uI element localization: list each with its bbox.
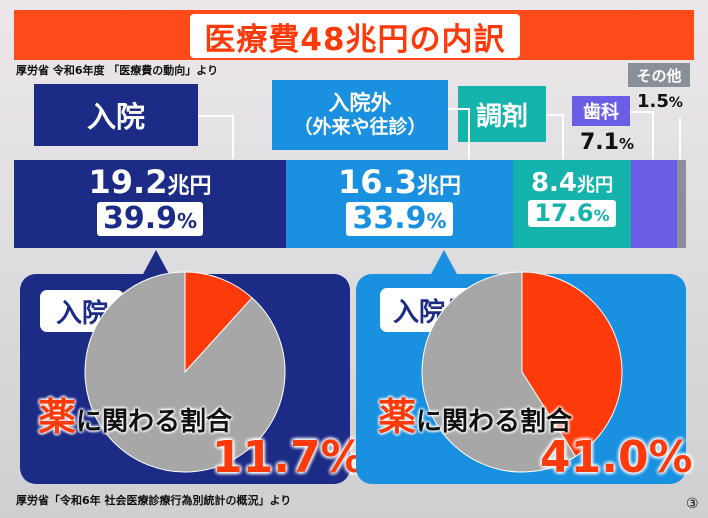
pie-slice-medicine: [521, 271, 623, 458]
label-inpatient: 入院: [34, 84, 198, 146]
connector-pharmacy: [546, 114, 564, 116]
stacked-bar: 19.2兆円 39.9% 16.3兆円 33.9% 8.4兆円 17.6%: [14, 160, 686, 248]
pie-caption-outpatient: 薬に関わる割合: [378, 395, 573, 439]
source-note-bottom: 厚労省「令和6年 社会医療診療行為別統計の概況」より: [16, 494, 292, 507]
pie-slice-rest: [84, 271, 286, 473]
pie-caption-inpatient: 薬に関わる割合: [38, 395, 233, 439]
connector-pharmacy-v: [562, 114, 564, 159]
connector-outpatient: [448, 108, 470, 110]
bar-segment-outpatient: 16.3兆円 33.9%: [286, 160, 513, 248]
connector-other: [679, 118, 681, 159]
pie-value-outpatient: 41.0%: [540, 432, 693, 483]
pointer-outpatient: [430, 250, 458, 276]
connector-dental-v: [652, 111, 654, 159]
bar-segment-dental: [631, 160, 677, 248]
label-other: その他: [628, 63, 690, 87]
label-pharmacy: 調剤: [458, 86, 546, 142]
source-note-top: 厚労省 令和6年度 「医療費の動向」より: [16, 64, 219, 77]
pointer-inpatient: [142, 250, 170, 276]
dental-percent: 7.1%: [580, 130, 635, 155]
pie-slice-rest: [421, 271, 577, 473]
connector-outpatient-v: [468, 108, 470, 159]
bar-segment-other: [677, 160, 686, 248]
label-outpatient-line2: （外来や往診）: [293, 116, 427, 139]
pie-value-inpatient: 11.7%: [212, 432, 365, 483]
page-title: 医療費48兆円の内訳: [190, 14, 520, 58]
bar-segment-inpatient: 19.2兆円 39.9%: [14, 160, 286, 248]
other-percent: 1.5%: [637, 91, 683, 112]
pie-slice-medicine: [184, 271, 253, 374]
bar-segment-pharmacy: 8.4兆円 17.6%: [513, 160, 631, 248]
connector-dental: [630, 111, 654, 113]
connector-inpatient-v: [232, 115, 234, 159]
label-dental: 歯科: [572, 96, 630, 126]
page-number: ③: [686, 496, 699, 512]
label-outpatient: 入院外 （外来や往診）: [272, 80, 448, 150]
label-outpatient-line1: 入院外: [328, 91, 392, 115]
connector-inpatient: [198, 115, 234, 117]
